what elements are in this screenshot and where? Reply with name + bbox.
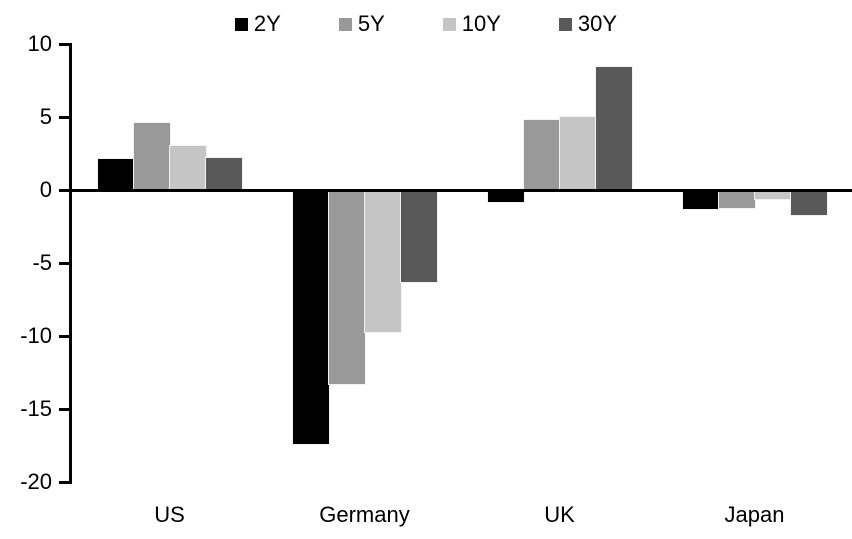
legend-item-30y: 30Y — [558, 11, 618, 36]
legend-swatch-30y — [558, 17, 572, 31]
legend-item-5y: 5Y — [338, 11, 385, 36]
y-tick-label--20: -20 — [20, 469, 52, 494]
legend-swatch-2y — [234, 17, 248, 31]
y-tick--5 — [59, 261, 69, 265]
y-tick--10 — [59, 334, 69, 338]
x-axis-label-japan: Japan — [724, 502, 785, 527]
bar-germany-2y — [292, 190, 329, 445]
bar-germany-10y — [364, 190, 401, 332]
bar-germany-5y — [328, 190, 365, 385]
y-tick-label-0: 0 — [39, 177, 52, 202]
bar-us-10y — [169, 146, 206, 190]
y-tick-10 — [59, 42, 69, 46]
legend-item-10y: 10Y — [442, 11, 501, 36]
y-tick-0 — [59, 188, 69, 192]
zero-axis-line — [69, 188, 852, 192]
bar-us-2y — [97, 159, 134, 190]
bar-us-30y — [205, 157, 242, 190]
legend-label-2y: 2Y — [253, 11, 281, 36]
legend-label-10y: 10Y — [461, 11, 501, 36]
y-tick-label-10: 10 — [27, 31, 52, 56]
bar-uk-2y — [487, 190, 524, 202]
bar-uk-10y — [559, 117, 596, 190]
y-tick-label--10: -10 — [20, 323, 52, 348]
y-tick-label--5: -5 — [32, 250, 52, 275]
y-tick--15 — [59, 407, 69, 411]
legend-label-5y: 5Y — [357, 11, 385, 36]
bar-japan-30y — [790, 190, 827, 215]
y-tick-label-5: 5 — [39, 104, 52, 129]
x-axis-label-us: US — [154, 502, 185, 527]
chart-legend: 2Y 5Y 10Y 30Y — [0, 10, 852, 38]
legend-item-2y: 2Y — [234, 11, 281, 36]
bar-uk-30y — [595, 67, 632, 190]
legend-label-30y: 30Y — [577, 11, 618, 36]
bar-germany-30y — [400, 190, 437, 282]
legend-swatch-5y — [338, 17, 352, 31]
x-axis-label-germany: Germany — [319, 502, 410, 527]
bar-japan-10y — [754, 190, 791, 199]
x-axis-label-uk: UK — [544, 502, 575, 527]
y-tick-label--15: -15 — [20, 396, 52, 421]
y-axis-line — [69, 42, 72, 484]
y-tick-5 — [59, 115, 69, 119]
bar-japan-2y — [682, 190, 719, 209]
bar-japan-5y — [718, 190, 755, 208]
bar-us-5y — [133, 122, 170, 190]
y-tick--20 — [59, 480, 69, 484]
bar-uk-5y — [523, 119, 560, 190]
legend-swatch-10y — [442, 17, 456, 31]
